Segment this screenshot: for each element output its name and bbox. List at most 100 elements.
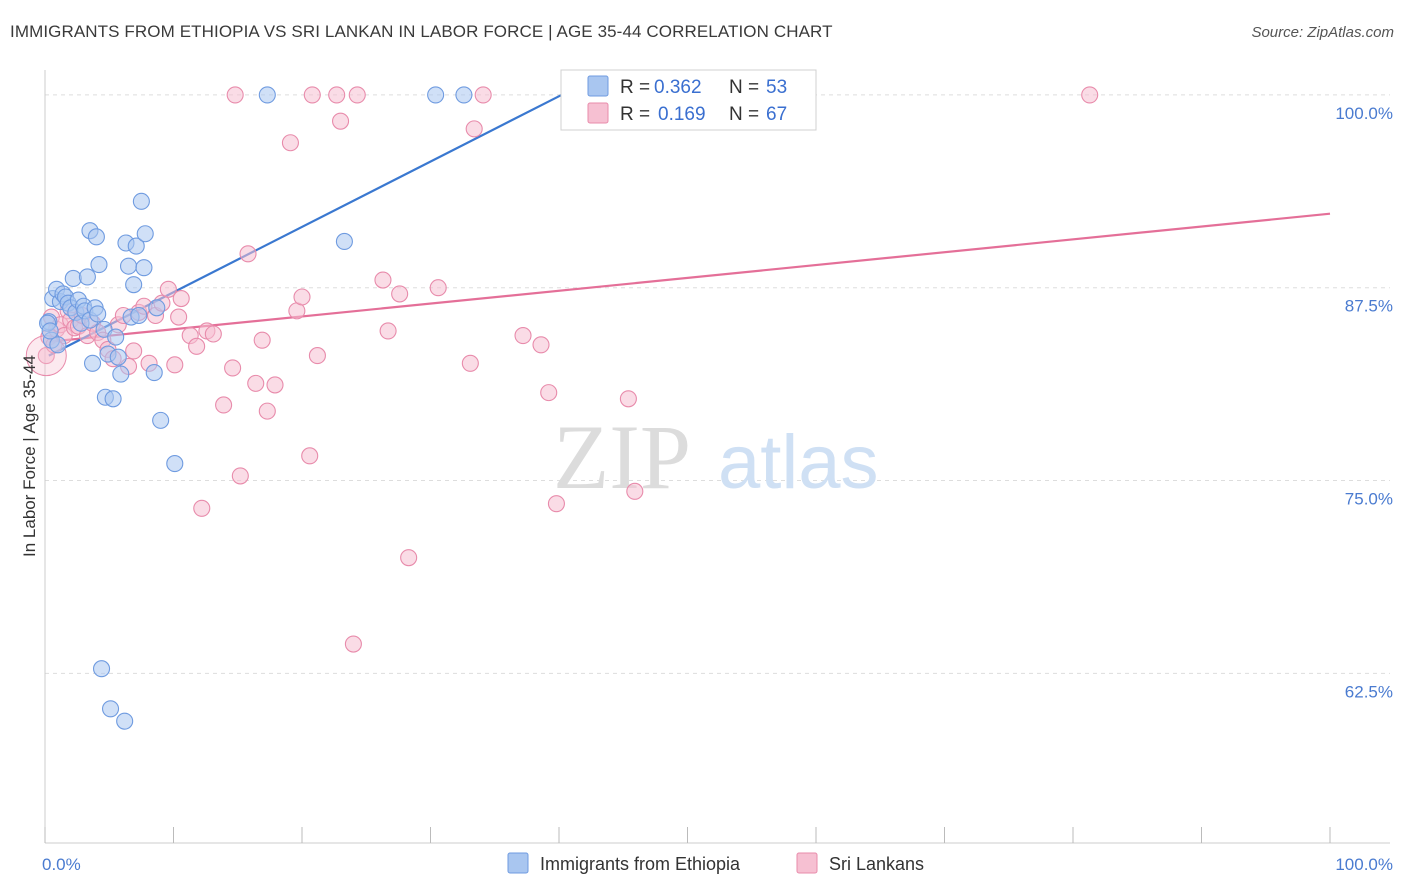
ethiopia-point-49[interactable] [427, 86, 445, 104]
legend-r-label-sri-lankans: R = [620, 104, 650, 125]
watermark-zip: ZIP [553, 406, 691, 508]
sri-lankans-point-43[interactable] [258, 402, 276, 420]
ethiopia-point-19[interactable] [83, 354, 102, 372]
y-tick-label-3: 62.5% [1345, 682, 1393, 701]
ethiopia-point-16[interactable] [78, 268, 96, 286]
ethiopia-point-23[interactable] [90, 256, 108, 274]
sri-lankans-point-41[interactable] [247, 374, 265, 392]
ethiopia-point-39[interactable] [130, 306, 148, 325]
ethiopia-point-31[interactable] [109, 348, 127, 366]
sri-lankans-point-57[interactable] [391, 285, 409, 303]
bottom-legend-label-sri-lankans: Sri Lankans [829, 854, 924, 874]
sri-lankans-points [25, 86, 1099, 653]
trend-line-sri-lankans [48, 212, 1331, 343]
sri-lankans-point-55[interactable] [374, 271, 392, 289]
ethiopia-point-35[interactable] [119, 257, 138, 275]
ethiopia-point-48[interactable] [335, 232, 353, 251]
ethiopia-points [39, 86, 473, 730]
sri-lankans-point-49[interactable] [308, 347, 326, 365]
ethiopia-point-50[interactable] [455, 86, 473, 104]
sri-lankans-point-27[interactable] [159, 280, 177, 298]
ethiopia-point-44[interactable] [148, 299, 166, 317]
sri-lankans-point-29[interactable] [170, 308, 188, 326]
sri-lankans-point-54[interactable] [348, 86, 366, 104]
ethiopia-point-24[interactable] [92, 660, 111, 678]
y-tick-label-2: 75.0% [1345, 490, 1393, 509]
bottom-legend-item-sri-lankans[interactable]: Sri Lankans [796, 852, 924, 874]
sri-lankans-point-45[interactable] [281, 134, 299, 152]
gridlines [45, 94, 1390, 674]
ethiopia-point-47[interactable] [258, 86, 276, 104]
sri-lankans-point-36[interactable] [215, 396, 233, 414]
ethiopia-point-43[interactable] [145, 364, 163, 382]
legend-r-label-ethiopia: R = [620, 77, 650, 98]
ethiopia-point-33[interactable] [116, 712, 134, 730]
sri-lankans-point-53[interactable] [344, 635, 362, 653]
bottom-legend-swatch-ethiopia [507, 852, 529, 874]
bottom-legend-item-ethiopia[interactable]: Immigrants from Ethiopia [507, 852, 741, 874]
ethiopia-point-46[interactable] [166, 455, 184, 473]
sri-lankans-point-68[interactable] [619, 390, 637, 408]
ethiopia-point-29[interactable] [104, 390, 122, 408]
ethiopia-point-32[interactable] [112, 365, 130, 383]
legend-n-label-sri-lankans: N = [729, 104, 759, 125]
ethiopia-point-22[interactable] [89, 305, 107, 323]
sri-lankans-point-65[interactable] [540, 384, 558, 402]
ethiopia-point-21[interactable] [87, 228, 105, 246]
sri-lankans-point-56[interactable] [379, 322, 397, 340]
legend-r-ethiopia: 0.362 [654, 77, 702, 98]
sri-lankans-point-35[interactable] [204, 325, 222, 343]
legend-n-label-ethiopia: N = [729, 77, 759, 98]
sri-lankans-point-40[interactable] [239, 245, 257, 263]
sri-lankans-point-30[interactable] [172, 289, 190, 308]
ethiopia-point-52[interactable] [41, 322, 59, 340]
sri-lankans-point-32[interactable] [188, 337, 206, 355]
y-tick-label-0: 100.0% [1335, 104, 1393, 123]
ethiopia-point-4[interactable] [49, 336, 67, 354]
sri-lankans-point-28[interactable] [166, 356, 184, 374]
sri-lankans-point-39[interactable] [231, 467, 249, 485]
sri-lankans-point-48[interactable] [301, 447, 319, 465]
ethiopia-point-37[interactable] [125, 276, 143, 294]
ethiopia-point-45[interactable] [152, 411, 170, 429]
y-axis-title: In Labor Force | Age 35-44 [20, 355, 39, 557]
x-tick-label-1: 100.0% [1335, 855, 1393, 874]
sri-lankans-point-44[interactable] [266, 376, 284, 394]
sri-lankans-point-64[interactable] [532, 336, 550, 354]
ethiopia-point-38[interactable] [127, 237, 145, 255]
sri-lankans-point-51[interactable] [328, 86, 346, 104]
trend-lines [48, 93, 1331, 357]
axes [44, 70, 1390, 844]
sri-lankans-point-50[interactable] [303, 86, 321, 104]
bottom-legend-label-ethiopia: Immigrants from Ethiopia [540, 854, 741, 874]
ethiopia-point-40[interactable] [132, 192, 150, 210]
legend-box[interactable]: R = 0.362 N = 53 R = 0.169 N = 67 [560, 69, 817, 131]
ethiopia-point-10[interactable] [64, 269, 82, 288]
ethiopia-point-28[interactable] [101, 700, 120, 718]
sri-lankans-point-66[interactable] [547, 495, 565, 513]
ethiopia-point-42[interactable] [136, 225, 154, 243]
chart-title: IMMIGRANTS FROM ETHIOPIA VS SRI LANKAN I… [10, 22, 833, 41]
watermark-atlas: atlas [718, 420, 879, 505]
sri-lankans-point-42[interactable] [253, 331, 271, 349]
bottom-legend: Immigrants from Ethiopia Sri Lankans [507, 852, 924, 874]
sri-lankans-point-38[interactable] [226, 86, 244, 104]
ethiopia-point-30[interactable] [107, 328, 125, 346]
ethiopia-point-41[interactable] [135, 259, 153, 277]
sri-lankans-point-21[interactable] [125, 342, 143, 360]
sri-lankans-point-62[interactable] [474, 86, 492, 104]
sri-lankans-point-61[interactable] [465, 120, 483, 138]
sri-lankans-point-59[interactable] [429, 279, 447, 297]
sri-lankans-point-70[interactable] [1081, 86, 1099, 104]
sri-lankans-point-37[interactable] [224, 359, 242, 377]
sri-lankans-point-60[interactable] [461, 354, 479, 372]
sri-lankans-point-63[interactable] [514, 326, 532, 345]
sri-lankans-point-33[interactable] [193, 499, 211, 517]
legend-swatch-sri-lankans [587, 102, 609, 124]
sri-lankans-point-52[interactable] [331, 112, 350, 130]
sri-lankans-point-47[interactable] [293, 288, 311, 306]
x-tick-labels: 0.0% 100.0% [42, 855, 1393, 874]
sri-lankans-point-69[interactable] [626, 482, 644, 500]
sri-lankans-point-58[interactable] [400, 549, 418, 567]
